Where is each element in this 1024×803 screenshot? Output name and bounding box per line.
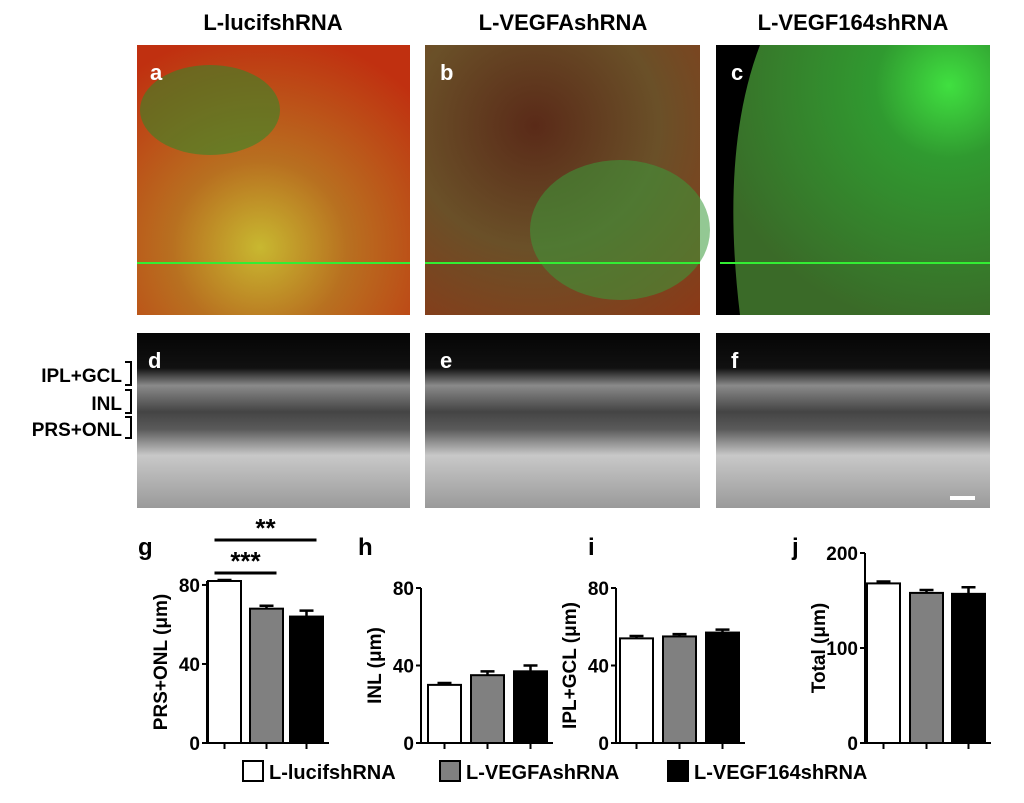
legend-swatch [242, 760, 264, 782]
error-bar [715, 628, 730, 633]
y-tick-label: 40 [393, 657, 414, 678]
error-bar [629, 634, 644, 639]
column-title: L-VEGFAshRNA [479, 10, 648, 35]
y-tick-label: 40 [179, 655, 200, 676]
panel-label: e [440, 348, 452, 373]
y-tick-label: 80 [588, 579, 609, 600]
chart-title: j [791, 534, 799, 561]
significance-label: *** [230, 546, 261, 576]
legend-swatch [667, 760, 689, 782]
y-tick-label: 0 [847, 734, 858, 755]
y-tick-label: 0 [403, 734, 414, 755]
fundus-image [716, 45, 760, 315]
bar [470, 674, 505, 744]
bar [249, 607, 284, 744]
panel-label: f [731, 348, 739, 373]
bar [705, 631, 740, 744]
error-bar [437, 681, 452, 685]
y-tick-label: 0 [189, 734, 200, 755]
panel-label: c [731, 60, 743, 85]
column-title: L-VEGF164shRNA [758, 10, 949, 35]
error-bar [217, 578, 232, 582]
y-tick-label: 80 [179, 576, 200, 597]
chart-title: h [358, 534, 373, 561]
y-axis-label: Total (μm) [809, 603, 830, 693]
error-bar [259, 604, 274, 609]
fundus-image [530, 160, 710, 300]
oct-image [425, 333, 700, 508]
error-bar [299, 609, 314, 617]
panel-label: b [440, 60, 453, 85]
error-bar [961, 585, 976, 594]
y-tick-label: 80 [393, 579, 414, 600]
bar [909, 591, 944, 745]
bar [951, 592, 986, 744]
error-bar [523, 664, 538, 672]
bar [427, 683, 462, 744]
bar [619, 637, 654, 744]
bar [207, 580, 242, 744]
fundus-image [716, 45, 990, 315]
oct-image [716, 333, 990, 508]
bar [866, 582, 901, 745]
layer-label: INL [91, 394, 122, 415]
y-tick-label: 200 [826, 544, 858, 565]
error-bar [672, 632, 687, 637]
bar [513, 670, 548, 744]
chart-title: i [588, 534, 595, 561]
error-bar [919, 588, 934, 593]
bar [662, 635, 697, 744]
bar [289, 615, 324, 744]
panel-label: d [148, 348, 161, 373]
y-tick-label: 40 [588, 657, 609, 678]
legend-swatch [439, 760, 461, 782]
significance-label: ** [255, 513, 276, 543]
y-axis-label: INL (μm) [365, 627, 386, 704]
y-tick-label: 100 [826, 639, 858, 660]
column-title: L-lucifshRNA [203, 10, 342, 35]
y-axis-label: PRS+ONL (μm) [151, 594, 172, 730]
error-bar [480, 670, 495, 676]
legend-label: L-VEGF164shRNA [694, 762, 867, 784]
y-axis-label: IPL+GCL (μm) [560, 602, 581, 729]
layer-label: PRS+ONL [32, 420, 123, 441]
layer-brackets [125, 361, 132, 439]
y-tick-label: 0 [598, 734, 609, 755]
fundus-image [140, 65, 280, 155]
oct-image [137, 333, 410, 508]
legend-label: L-VEGFAshRNA [466, 762, 619, 784]
chart-title: g [138, 534, 153, 561]
panel-label: a [150, 60, 163, 85]
legend-label: L-lucifshRNA [269, 762, 396, 784]
error-bar [876, 580, 891, 584]
layer-label: IPL+GCL [41, 366, 122, 387]
